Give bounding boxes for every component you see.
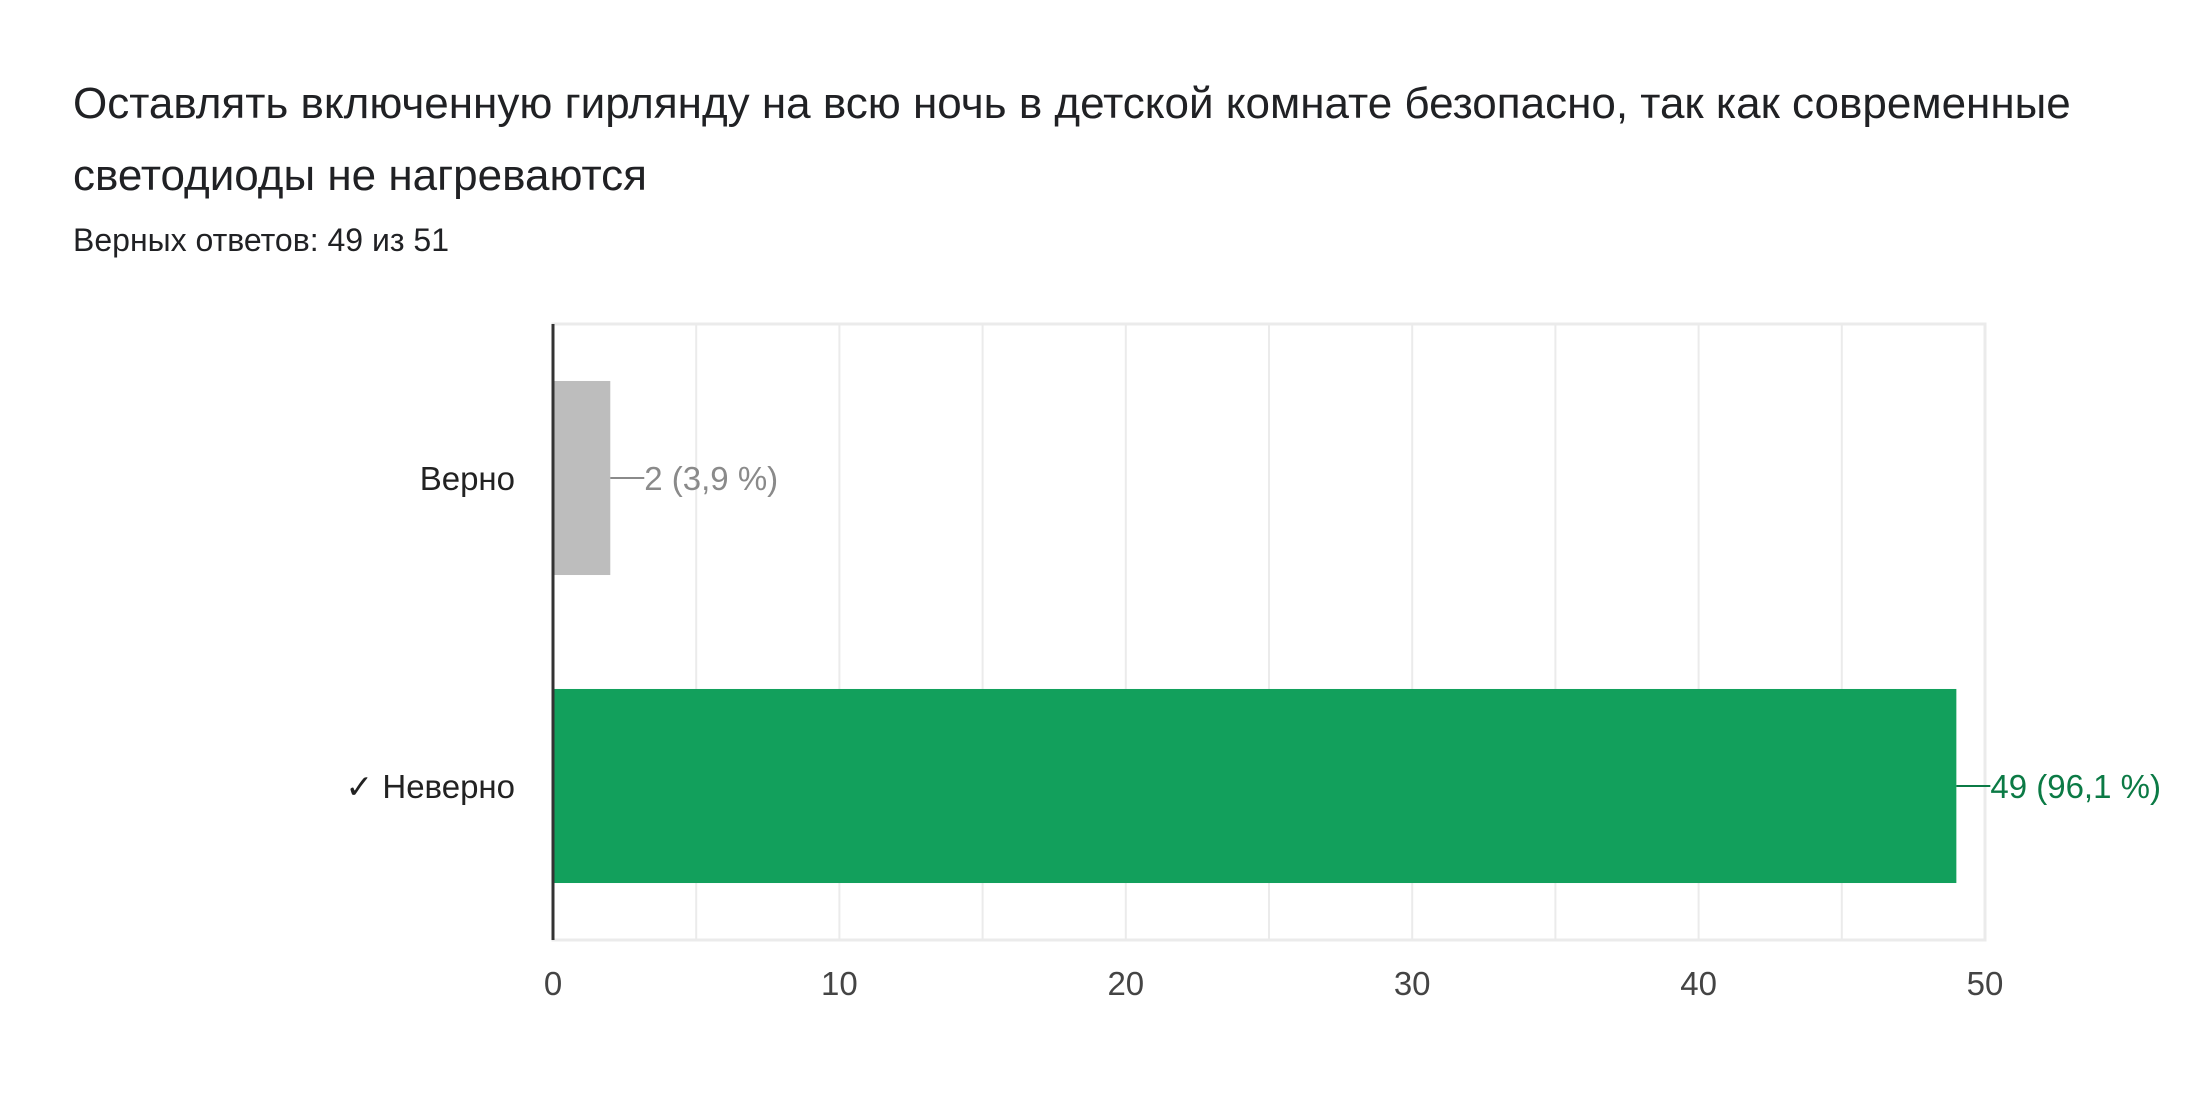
question-title: Оставлять включенную гирлянду на всю ноч… <box>73 79 2071 200</box>
data-label: 49 (96,1 %) <box>1990 768 2161 805</box>
bar <box>553 688 1957 884</box>
x-tick-label: 0 <box>544 965 562 1002</box>
x-tick-label: 30 <box>1394 965 1431 1002</box>
x-tick-label: 50 <box>1967 965 2004 1002</box>
x-tick-label: 40 <box>1680 965 1717 1002</box>
bar <box>553 380 611 576</box>
data-label: 2 (3,9 %) <box>644 460 778 497</box>
category-label: Верно <box>420 460 515 497</box>
label-layer: Верно 2 (3,9 %) ✓ Неверно 49 (96,1 %) <box>346 460 2161 805</box>
axis-layer: 0 10 20 30 40 50 <box>544 324 2004 1002</box>
x-tick-label: 20 <box>1107 965 1144 1002</box>
x-tick-label: 10 <box>821 965 858 1002</box>
correct-answers-summary: Верных ответов: 49 из 51 <box>73 222 450 258</box>
category-label: ✓ Неверно <box>346 768 515 805</box>
bar-layer <box>553 380 1957 884</box>
